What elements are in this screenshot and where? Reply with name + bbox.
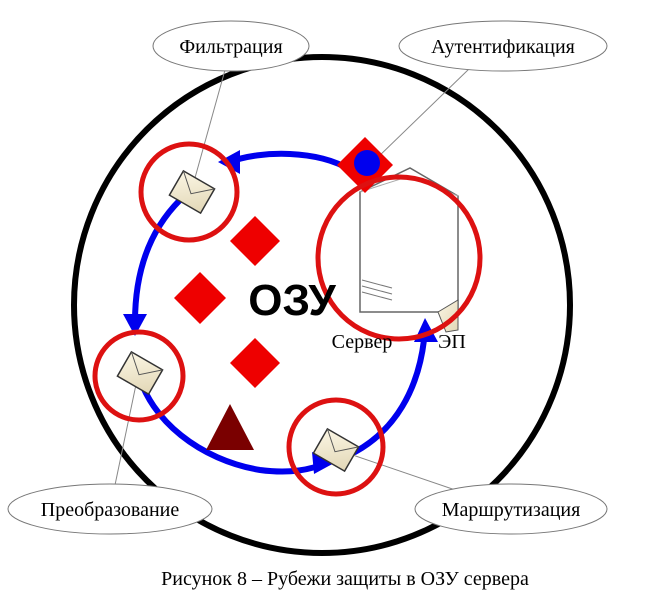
leader-transformation xyxy=(114,374,139,486)
callout-authentication-text: Аутентификация xyxy=(431,36,575,58)
server-label: Сервер xyxy=(332,331,393,353)
callout-transformation: Преобразование xyxy=(7,483,213,535)
envelope-transformation-icon xyxy=(116,350,164,396)
leader-authentication xyxy=(374,67,471,161)
leader-filtration xyxy=(192,69,226,186)
ep-label: ЭП xyxy=(438,331,466,353)
envelope-filtration-icon xyxy=(168,169,216,215)
leader-routing xyxy=(337,449,471,496)
highlight-circles xyxy=(92,141,483,497)
envelope-routing-icon xyxy=(312,427,360,473)
callout-routing-text: Маршрутизация xyxy=(442,499,581,521)
decor-triangle xyxy=(206,404,254,450)
server-document-icon xyxy=(359,167,459,333)
decor-diamonds xyxy=(174,216,280,388)
callout-filtration: Фильтрация xyxy=(152,20,310,72)
center-label: ОЗУ xyxy=(248,276,336,325)
callout-transformation-text: Преобразование xyxy=(41,499,180,521)
figure-caption: Рисунок 8 – Рубежи защиты в ОЗУ сервера xyxy=(161,568,529,590)
callout-authentication: Аутентификация xyxy=(398,20,608,72)
callout-routing: Маршрутизация xyxy=(414,483,608,535)
callout-filtration-text: Фильтрация xyxy=(179,36,282,58)
outer-ring xyxy=(71,54,573,556)
